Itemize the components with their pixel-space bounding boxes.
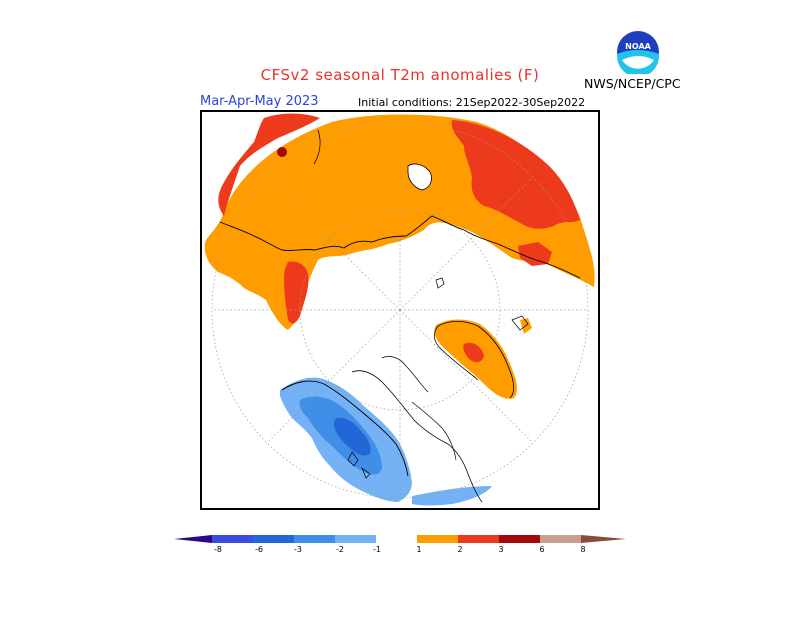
colorbar-bin [376, 535, 417, 543]
chart-title: CFSv2 seasonal T2m anomalies (F) [260, 66, 540, 84]
colorbar-label: -2 [336, 545, 344, 553]
colorbar-arrow-left [174, 535, 212, 543]
noaa-logo-text: NOAA [625, 42, 651, 51]
colorbar-bin [417, 535, 458, 543]
colorbar-bin [253, 535, 294, 543]
colorbar-label: 2 [457, 545, 462, 553]
colorbar-bin [294, 535, 335, 543]
colorbar-bin [458, 535, 499, 543]
colorbar-bin [540, 535, 581, 543]
colorbar-bin [212, 535, 253, 543]
colorbar-label: -6 [255, 545, 263, 553]
agency-label: NWS/NCEP/CPC [584, 76, 681, 91]
colorbar-arrow-right [581, 535, 626, 543]
initial-conditions-label: Initial conditions: 21Sep2022-30Sep2022 [358, 96, 586, 109]
anomaly-region-east-siberia [451, 120, 580, 229]
colorbar-label: -1 [373, 545, 381, 553]
colorbar-bin [335, 535, 376, 543]
colorbar-label: 8 [580, 545, 585, 553]
season-label: Mar-Apr-May 2023 [200, 94, 319, 109]
colorbar-label: -3 [294, 545, 302, 553]
polar-map [200, 110, 600, 510]
noaa-logo: NOAA [616, 30, 660, 77]
colorbar-label: -8 [214, 545, 222, 553]
colorbar-label: 6 [539, 545, 544, 553]
colorbar-label: 3 [498, 545, 503, 553]
colorbar-label: 1 [416, 545, 421, 553]
colorbar-bin [499, 535, 540, 543]
colorbar: -8 -6 -3 -2 -1 1 2 3 6 8 [174, 533, 626, 553]
